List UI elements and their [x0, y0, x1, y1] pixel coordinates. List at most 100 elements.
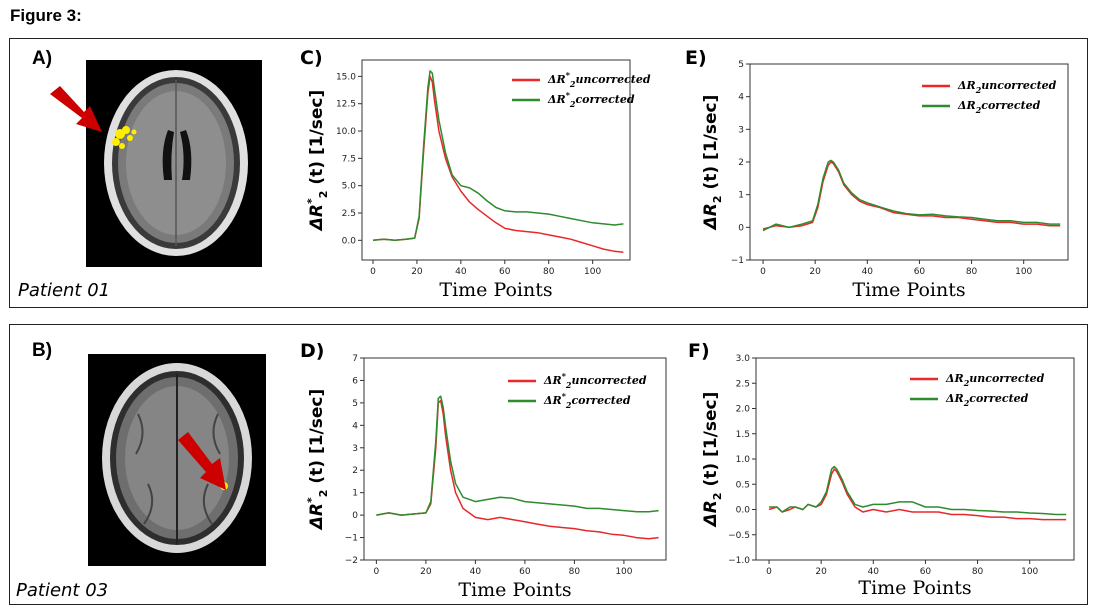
series-line-corrected: [769, 465, 1067, 516]
legend-label: ΔR*2uncorrected: [547, 70, 651, 89]
panel-letter: D): [300, 340, 324, 362]
y-tick-label: 1: [352, 489, 358, 499]
plot-frame: [749, 63, 1069, 261]
panel-b-letter: B): [32, 340, 53, 361]
y-tick-label: −1: [345, 534, 358, 544]
y-tick-label: 3: [738, 125, 744, 135]
y-tick-label: 0: [738, 223, 744, 233]
chart-f: F) 0 20 40 60 80 100 −1.0 −0.5 0.0 0.5 1.0 1.5 2.0 2.5…: [688, 340, 1075, 599]
x-tick-label: 100: [1021, 567, 1038, 577]
x-axis-label: Time Points: [858, 577, 971, 599]
y-axis-label: ΔR*2 (t) [1/sec]: [305, 389, 330, 531]
x-tick-label: 60: [914, 267, 926, 277]
y-tick-label: 2: [738, 158, 744, 168]
x-tick-label: 80: [972, 567, 984, 577]
y-tick-label: 0.5: [736, 480, 750, 490]
series-line-uncorrected: [376, 399, 659, 540]
mri-image-patient-01: [86, 60, 262, 267]
y-tick-label: −1: [731, 256, 744, 266]
y-tick-label: 0: [352, 511, 358, 521]
plot-frame: [361, 59, 631, 261]
y-tick-label: 1.5: [736, 430, 750, 440]
y-tick-label: 5: [738, 60, 744, 70]
y-axis-label: ΔR*2 (t) [1/sec]: [305, 90, 330, 232]
legend-label: ΔR2corrected: [957, 99, 1041, 115]
y-tick-label: 7: [352, 354, 358, 364]
patient-label-03: Patient 03: [16, 580, 109, 601]
x-tick-label: 40: [868, 567, 880, 577]
x-tick-label: 20: [420, 567, 432, 577]
x-tick-label: 60: [499, 267, 511, 277]
x-tick-label: 0: [374, 567, 380, 577]
y-tick-label: 6: [352, 376, 358, 386]
plot-frame: [755, 357, 1075, 561]
y-tick-label: 10.0: [336, 127, 356, 137]
legend-label: ΔR*2uncorrected: [543, 371, 647, 390]
y-tick-label: 2.5: [736, 379, 750, 389]
x-tick-label: 0: [370, 267, 376, 277]
arrow-icon: [178, 432, 226, 490]
x-axis-label: Time Points: [458, 579, 571, 601]
lesion-overlay: [112, 126, 137, 149]
x-tick-label: 40: [862, 267, 874, 277]
y-axis-label: ΔR2 (t) [1/sec]: [701, 95, 724, 232]
x-tick-label: 80: [966, 267, 978, 277]
chart-e: E) 0 20 40 60 80 100 −1 0 1 2 3 4 5 ΔR2uncorrected ΔR2c…: [685, 47, 1069, 301]
chart-d: D) 0 20 40 60 80 100 −2 −1 0 1 2 3 4 5 6 7 ΔR*2uncorrecte…: [300, 340, 667, 601]
y-tick-label: −2: [345, 556, 358, 566]
x-tick-label: 100: [584, 267, 601, 277]
x-axis-label: Time Points: [439, 279, 552, 301]
mri-image-patient-03: [88, 354, 266, 566]
y-tick-label: 5.0: [342, 182, 357, 192]
legend-label: ΔR*2corrected: [547, 90, 635, 109]
x-tick-label: 80: [543, 267, 555, 277]
series-line-corrected: [376, 395, 659, 516]
x-tick-label: 0: [766, 567, 772, 577]
x-tick-label: 20: [411, 267, 423, 277]
x-tick-label: 60: [519, 567, 531, 577]
x-tick-label: 0: [760, 267, 766, 277]
x-tick-label: 100: [1015, 267, 1032, 277]
legend-label: ΔR2uncorrected: [945, 372, 1045, 388]
y-tick-label: 3.0: [736, 354, 751, 364]
y-tick-label: 1.0: [736, 455, 751, 465]
x-tick-label: 20: [809, 267, 821, 277]
x-axis-label: Time Points: [852, 279, 965, 301]
panel-letter: C): [300, 47, 323, 69]
arrow-icon: [50, 86, 102, 132]
y-tick-label: 15.0: [336, 72, 356, 82]
y-tick-label: 2.0: [736, 405, 751, 415]
legend-label: ΔR2uncorrected: [957, 79, 1057, 95]
panel-a-letter: A): [32, 48, 53, 69]
y-tick-label: 0.0: [736, 506, 751, 516]
y-tick-label: 7.5: [342, 154, 356, 164]
y-tick-label: 12.5: [336, 100, 356, 110]
x-tick-label: 80: [569, 567, 581, 577]
y-tick-label: −0.5: [728, 531, 750, 541]
series-line-corrected: [762, 159, 1061, 232]
x-tick-label: 100: [615, 567, 632, 577]
y-tick-label: 2.5: [342, 209, 356, 219]
y-tick-label: −1.0: [728, 556, 750, 566]
patient-label-01: Patient 01: [18, 280, 111, 301]
y-tick-label: 0.0: [342, 236, 357, 246]
x-tick-label: 60: [920, 567, 932, 577]
chart-c: C) 0 20 40 60 80 100 0.0 2.5 5.0 7.5 10.0 12.5 15.0 ΔR…: [300, 47, 651, 301]
panel-letter: F): [688, 340, 710, 362]
x-tick-label: 40: [470, 567, 482, 577]
y-tick-label: 5: [352, 399, 358, 409]
legend-label: ΔR2corrected: [945, 392, 1029, 408]
y-axis-label: ΔR2 (t) [1/sec]: [701, 392, 724, 529]
y-tick-label: 4: [738, 93, 744, 103]
series-line-uncorrected: [762, 161, 1061, 230]
figure-title: Figure 3:: [10, 6, 82, 25]
legend-label: ΔR*2corrected: [543, 391, 631, 410]
y-tick-label: 3: [352, 444, 358, 454]
plot-frame: [363, 357, 667, 561]
x-tick-label: 40: [455, 267, 467, 277]
y-tick-label: 4: [352, 421, 358, 431]
x-tick-label: 20: [815, 567, 827, 577]
series-line-corrected: [372, 70, 624, 242]
y-tick-label: 1: [738, 191, 744, 201]
